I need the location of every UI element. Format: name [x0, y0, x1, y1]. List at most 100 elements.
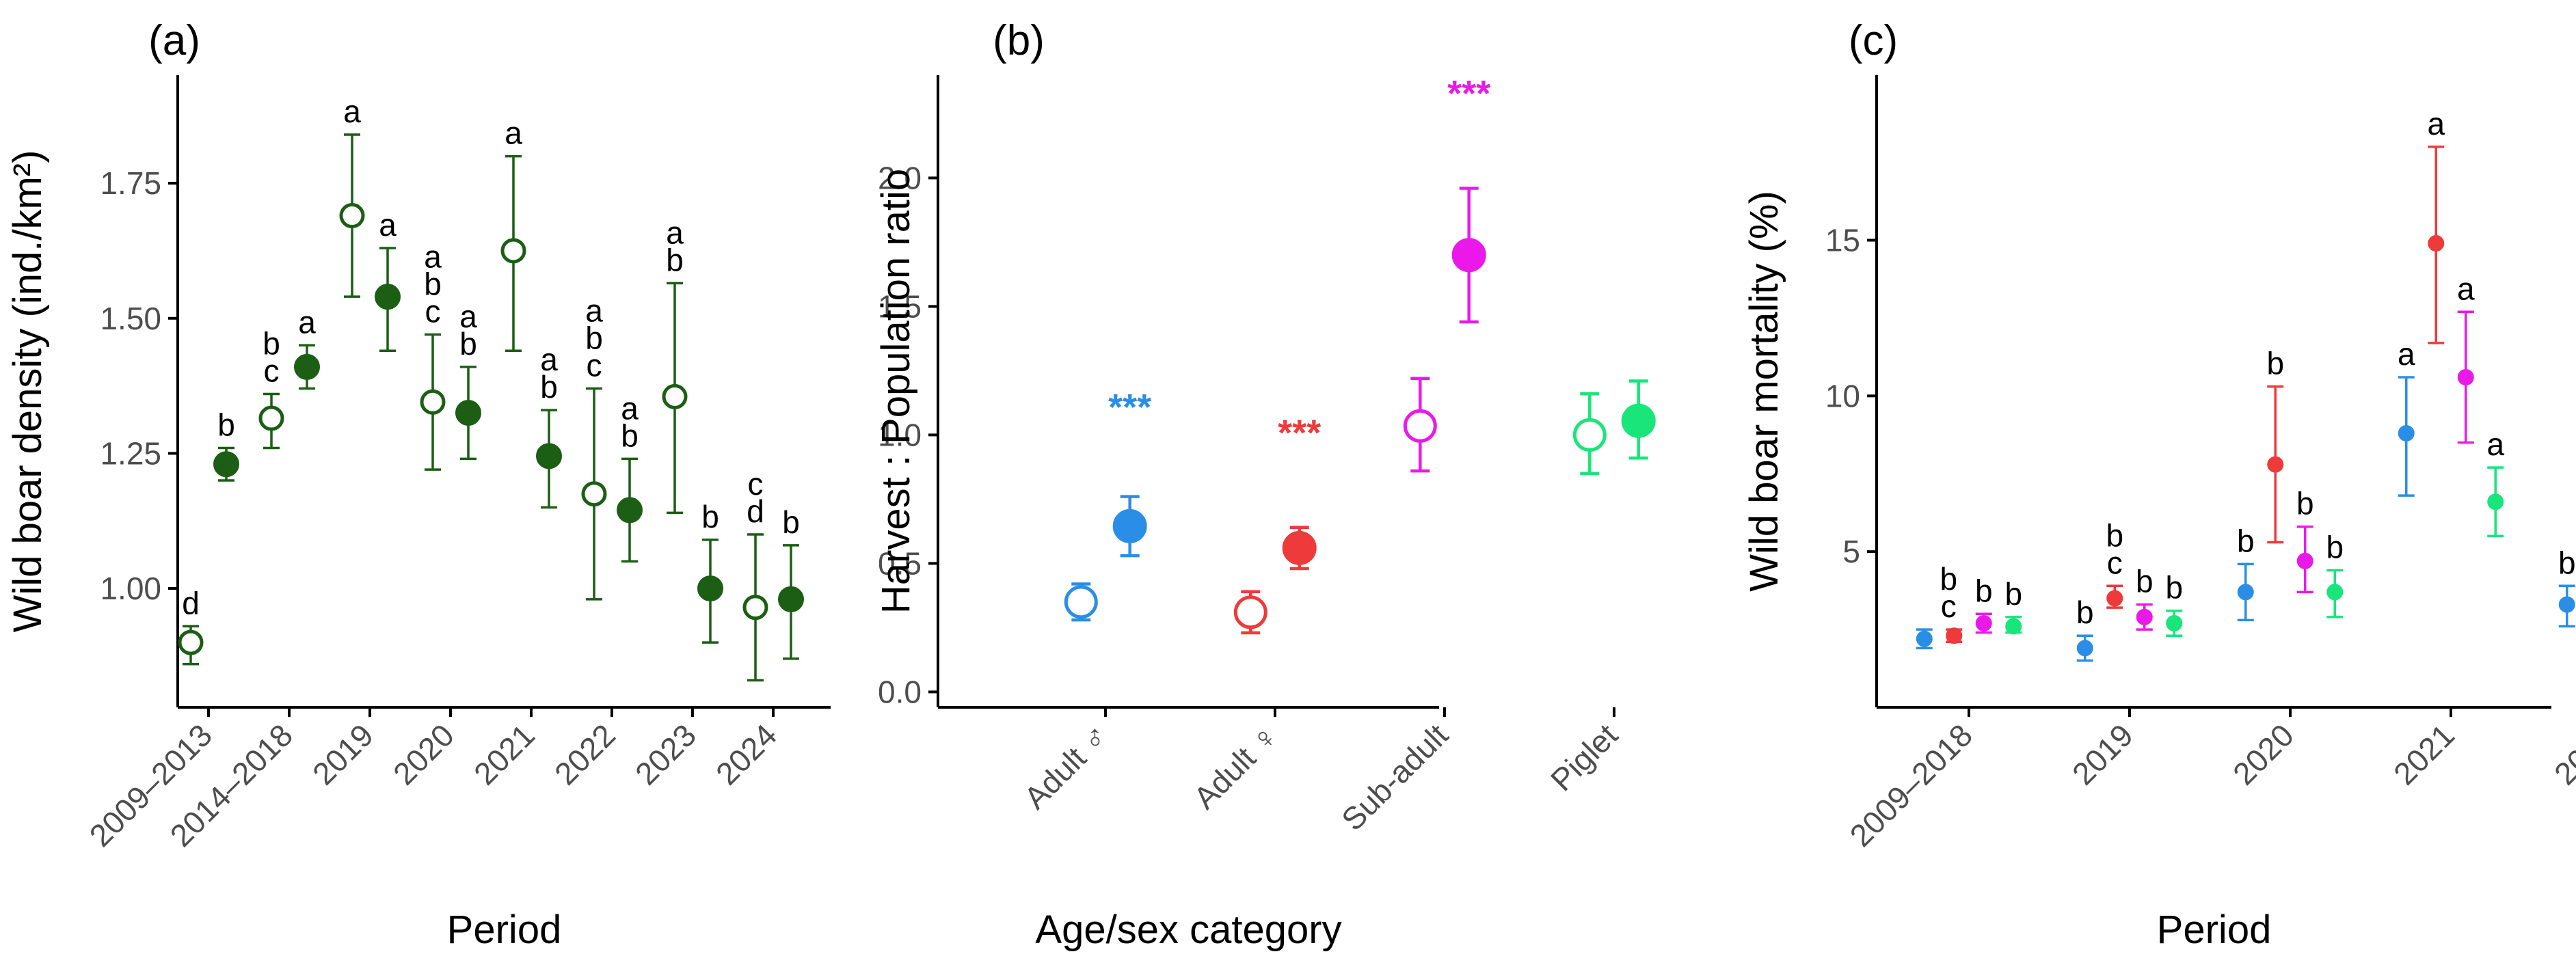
panel-c-marker [2296, 552, 2313, 569]
panel-a-marker-filled [213, 451, 239, 478]
panel-b-marker-filled [1451, 238, 1486, 273]
panel-c-point-0 [1916, 628, 1933, 650]
panel-c-xtick-label: 2022 [2547, 717, 2576, 791]
panel-a-point-7 [455, 366, 481, 461]
panel-c-point-9 [2267, 385, 2284, 544]
panel-a-point-6 [420, 333, 446, 471]
panel-a-point-12 [662, 282, 688, 515]
panel-a-ytick-label: 1.25 [100, 435, 161, 471]
panel-a-point-5 [375, 247, 401, 352]
panel-c-marker [1946, 627, 1963, 644]
panel-c-point-6 [2136, 603, 2153, 631]
panel-c-marker [2136, 608, 2153, 625]
panel-a-point-11 [617, 457, 643, 563]
panel-c-point-5 [2106, 584, 2123, 609]
panel-c-sig-letter: b [1940, 561, 1957, 597]
panel-c-sig-letter: b [2004, 576, 2022, 612]
panel-a-sig-letter: b [540, 369, 558, 405]
panel-a-sig-letter: c [425, 293, 441, 329]
panel-b-marker-open [1403, 409, 1437, 443]
panel-c-xtick-label: 2020 [2226, 717, 2300, 791]
panel-c-point-15 [2487, 466, 2504, 538]
panel-c-sig-letter: b [2106, 517, 2123, 553]
panel-a-xtick-label: 2020 [386, 717, 461, 791]
panel-b-xtick-label: Sub-adult [1334, 717, 1455, 837]
panel-a-xtick-label: 2019 [306, 717, 380, 791]
panel-a-sig-letter: d [747, 493, 764, 529]
panel-a-marker-open [742, 595, 768, 621]
panel-c-sig-letter: c [1941, 588, 1957, 624]
panel-b-point-5 [1451, 187, 1486, 324]
panel-c-sig-letter: b [2296, 486, 2314, 521]
panel-c-sig-letter: b [1975, 573, 1993, 608]
panel-b-marker-open [1064, 585, 1098, 619]
panel-a-ylabel: Wild boar density (ind./km²) [5, 150, 50, 633]
panel-a-point-1 [213, 446, 239, 482]
panel-c-sig-letter: b [2076, 595, 2094, 630]
panel-c-point-14 [2457, 310, 2474, 444]
panel-a-xlabel: Period [447, 908, 562, 952]
panel-a-marker-open [258, 405, 284, 431]
panel-c-sig-letter: a [2457, 271, 2475, 306]
panel-c-point-11 [2326, 569, 2344, 618]
panel-b-ytick-label: 0.0 [878, 674, 922, 709]
panel-c-point-2 [1975, 612, 1992, 634]
panel-b-significance-stars: *** [1278, 412, 1321, 453]
panel-c-point-7 [2166, 609, 2183, 637]
panel-a-sig-letter: b [459, 326, 477, 362]
panel-b-point-2 [1233, 590, 1267, 635]
panel-c-point-1 [1946, 627, 1963, 644]
panel-a-marker-open [662, 383, 688, 409]
panel-a-sig-letter: a [459, 299, 477, 334]
panel-a-point-3 [294, 344, 320, 390]
panel-a-marker-open [178, 629, 204, 655]
panel-a-sig-letter: a [505, 115, 522, 151]
panel-a-sig-letter: b [217, 407, 235, 443]
panel-a-sig-letter: a [666, 215, 684, 250]
panel-c-marker [2076, 640, 2093, 657]
panel-a-sig-letter: a [298, 304, 316, 340]
panel-c-sig-letter: c [2107, 545, 2123, 580]
panel-c-point-8 [2237, 562, 2254, 622]
panel-b-point-7 [1621, 379, 1656, 460]
panel-c-sig-letter: b [2237, 523, 2255, 558]
panel-c-xtick-label: 2021 [2387, 717, 2461, 791]
panel-c-marker [1975, 614, 1992, 631]
panel-c-marker [2457, 368, 2474, 385]
panel-c-xlabel: Period [2157, 908, 2272, 952]
panel-a-point-13 [697, 539, 723, 644]
panel-c-ylabel: Wild boar mortality (%) [1742, 191, 1786, 592]
panel-a-marker-open [581, 481, 607, 507]
panel-b-point-6 [1572, 392, 1607, 476]
panel-c-point-4 [2076, 634, 2093, 662]
panel-b-xtick-label: Adult ♀ [1187, 717, 1285, 815]
panel-b-ytick-label: 2.0 [878, 160, 922, 195]
panel-c-marker [2166, 614, 2183, 631]
panel-a-sig-letter: a [585, 293, 603, 329]
panel-a-sig-letter: b [585, 321, 603, 356]
panel-c-label: (c) [1849, 17, 1898, 64]
panel-c-sig-letter: b [2326, 530, 2344, 565]
panel-a-point-8 [500, 154, 526, 352]
panel-c-marker [2487, 493, 2504, 510]
panel-b-xtick-label: Adult ♂ [1017, 717, 1116, 815]
panel-c-marker [2558, 596, 2575, 613]
panel-c-marker [2428, 235, 2445, 252]
panel-b-marker-open [1233, 595, 1267, 629]
panel-b-marker-filled [1621, 403, 1656, 438]
panel-c-xtick-label: 2009–2018 [1842, 717, 1979, 854]
panel-c-sig-letter: a [2398, 336, 2415, 372]
panel-a-marker-filled [697, 575, 723, 602]
panel-a-sig-letter: d [182, 585, 200, 621]
panel-c-xtick-label: 2019 [2065, 717, 2140, 791]
panel-c-point-13 [2428, 146, 2445, 344]
panel-c-sig-letter: b [2165, 570, 2183, 605]
panel-c-marker [2106, 590, 2123, 607]
panel-b-ytick-label: 1.0 [878, 417, 922, 452]
panel-a-point-10 [581, 387, 607, 601]
panel-a-point-0 [178, 625, 204, 666]
panel-a-point-2 [258, 392, 284, 450]
panel-c-marker [2005, 618, 2022, 635]
panel-a-sig-letter: a [379, 207, 397, 243]
